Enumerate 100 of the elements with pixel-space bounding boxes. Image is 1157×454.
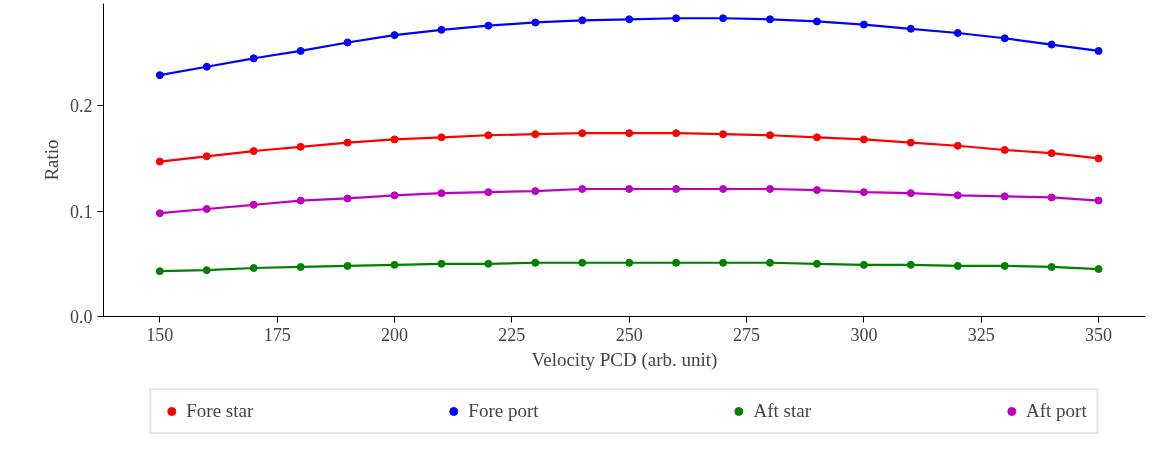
point [953, 29, 962, 37]
point [859, 20, 868, 29]
point [296, 196, 305, 205]
x-tick-label: 200 [381, 324, 409, 345]
x-tick-label: 250 [615, 324, 643, 345]
point [906, 24, 915, 33]
point [1047, 193, 1056, 202]
point [1000, 261, 1009, 270]
point [484, 259, 493, 268]
point [578, 129, 587, 138]
point [484, 188, 493, 197]
point [531, 258, 540, 267]
point [437, 189, 446, 198]
point [296, 46, 305, 55]
y-axis-title: Ratio [41, 139, 62, 181]
point [578, 184, 587, 193]
point [343, 138, 352, 147]
point [484, 131, 493, 140]
point [719, 130, 728, 139]
point [766, 15, 774, 24]
point [296, 142, 305, 151]
point [437, 25, 446, 34]
point [1094, 196, 1103, 205]
legend-label: Fore port [468, 400, 539, 422]
x-axis-title: Velocity PCD (arb. unit) [531, 348, 718, 371]
legend-label: Fore star [186, 400, 254, 422]
point [390, 135, 399, 144]
point [766, 184, 774, 193]
point [719, 14, 728, 23]
x-tick-label: 175 [263, 324, 291, 345]
point [1047, 262, 1056, 271]
point [202, 205, 211, 213]
point [625, 184, 634, 193]
point [766, 258, 774, 267]
point [1094, 154, 1103, 163]
point [625, 15, 634, 24]
point [249, 54, 258, 63]
point [672, 14, 681, 23]
point [390, 260, 399, 269]
point [343, 261, 352, 270]
x-tick-label: 275 [733, 324, 761, 345]
point [249, 264, 258, 273]
point [906, 189, 915, 198]
x-tick-label: 300 [850, 324, 878, 345]
point [719, 184, 728, 193]
point [953, 191, 962, 200]
point [1094, 265, 1103, 274]
point [812, 186, 821, 195]
point [390, 31, 399, 40]
point [766, 131, 774, 140]
point [625, 258, 634, 267]
legend-label: Aft port [1026, 400, 1087, 422]
point [1000, 192, 1009, 201]
legend-label: Aft star [753, 400, 812, 422]
point [343, 38, 352, 47]
point [1000, 146, 1009, 154]
point [1000, 34, 1009, 43]
point [1047, 149, 1056, 158]
point [719, 258, 728, 267]
point [953, 261, 962, 270]
point [155, 71, 164, 80]
point [437, 133, 446, 142]
point [578, 16, 587, 25]
point [343, 194, 352, 203]
point [859, 135, 868, 144]
point [484, 21, 493, 30]
point [906, 138, 915, 147]
x-tick-label: 325 [967, 324, 995, 345]
point [249, 147, 258, 156]
point [155, 157, 164, 166]
point [672, 129, 681, 138]
point [578, 258, 587, 267]
y-tick-label: 0.2 [70, 96, 93, 117]
point [859, 260, 868, 269]
point [1094, 46, 1103, 55]
point [437, 259, 446, 268]
point [155, 209, 164, 218]
point [812, 17, 821, 26]
point [296, 262, 305, 271]
point [531, 187, 540, 196]
point [531, 18, 540, 27]
point [531, 130, 540, 139]
point [812, 259, 821, 268]
y-tick-label: 0.0 [70, 307, 93, 327]
point [625, 129, 634, 138]
point [202, 152, 211, 161]
point [1047, 40, 1056, 49]
x-tick-label: 225 [498, 324, 526, 345]
x-tick-label: 150 [146, 324, 174, 345]
point [672, 258, 681, 267]
y-tick-label: 0.1 [70, 201, 93, 222]
point [859, 188, 868, 197]
point [953, 141, 962, 150]
point [390, 191, 399, 200]
point [812, 133, 821, 142]
point [672, 184, 681, 193]
point [155, 267, 164, 276]
point [249, 200, 258, 209]
point [906, 260, 915, 269]
x-tick-label: 350 [1085, 324, 1113, 345]
